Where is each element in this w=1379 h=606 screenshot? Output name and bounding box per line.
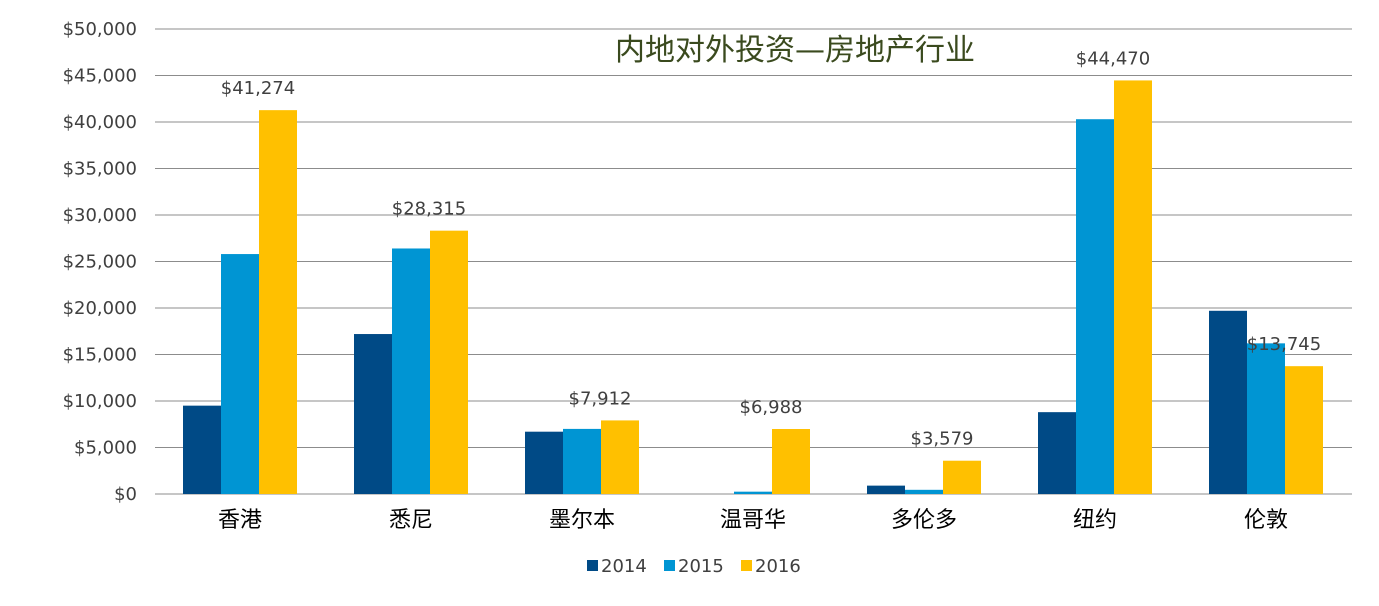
legend-item-2014: 2014 [587,556,647,577]
bar-2016-cat-6 [1285,366,1323,494]
bar-2014-cat-4 [867,485,905,494]
legend-label: 2014 [601,556,647,577]
legend: 2014 2015 2016 [587,556,801,577]
bar-2015-cat-6 [1247,343,1285,494]
legend-swatch [741,560,752,571]
x-tick-label: 温哥华 [720,508,786,533]
x-tick-label: 墨尔本 [549,508,615,533]
bar-2015-cat-3 [734,491,772,494]
y-tick-label: $45,000 [63,66,137,87]
legend-swatch [664,560,675,571]
x-tick-label: 香港 [218,508,262,533]
data-label: $44,470 [1076,48,1150,69]
y-tick-label: $5,000 [74,438,137,459]
bar-2016-cat-3 [772,429,810,494]
y-axis-tick-labels: $0 $5,000 $10,000 $15,000 $20,000 $25,000 $30,… [63,19,137,505]
y-tick-label: $0 [114,484,137,505]
chart-title: 内地对外投资—房地产行业 [615,33,975,68]
y-tick-label: $50,000 [63,19,137,40]
legend-item-2016: 2016 [741,556,801,577]
legend-label: 2016 [755,556,801,577]
data-label: $3,579 [911,429,974,450]
y-tick-label: $15,000 [63,345,137,366]
data-labels: $41,274 $28,315 $7,912 $6,988 $3,579 $44,470 $… [221,48,1321,449]
x-tick-label: 伦敦 [1244,508,1288,533]
bar-2016-cat-0 [259,110,297,495]
y-tick-label: $25,000 [63,252,137,273]
bar-2014-cat-1 [354,334,392,494]
bar-2015-cat-1 [392,248,430,494]
bar-2016-cat-5 [1114,80,1152,494]
bar-2014-cat-5 [1038,412,1076,494]
y-tick-label: $35,000 [63,159,137,180]
bar-2015-cat-0 [221,254,259,494]
bar-2015-cat-2 [563,428,601,494]
legend-swatch [587,560,598,571]
data-label: $6,988 [740,397,803,418]
data-label: $13,745 [1247,334,1321,355]
y-tick-label: $40,000 [63,112,137,133]
x-tick-label: 多伦多 [891,508,957,533]
data-label: $41,274 [221,78,295,99]
bar-2015-cat-5 [1076,119,1114,495]
x-tick-label: 悉尼 [389,508,433,533]
bar-2014-cat-6 [1209,310,1247,494]
bars [183,80,1323,495]
legend-label: 2015 [678,556,724,577]
data-label: $28,315 [392,199,466,220]
bar-2016-cat-1 [430,230,468,494]
bar-2015-cat-4 [905,489,943,494]
data-label: $7,912 [569,388,632,409]
x-tick-label: 纽约 [1073,508,1117,533]
y-tick-label: $10,000 [63,391,137,412]
bar-2014-cat-0 [183,405,221,494]
bar-2016-cat-4 [943,460,981,494]
y-tick-label: $20,000 [63,298,137,319]
bar-2014-cat-2 [525,431,563,494]
gridlines [155,28,1352,495]
bar-2016-cat-2 [601,420,639,494]
x-axis-tick-labels: 香港 悉尼 墨尔本 温哥华 多伦多 纽约 伦敦 [218,508,1288,533]
y-tick-label: $30,000 [63,205,137,226]
legend-item-2015: 2015 [664,556,724,577]
